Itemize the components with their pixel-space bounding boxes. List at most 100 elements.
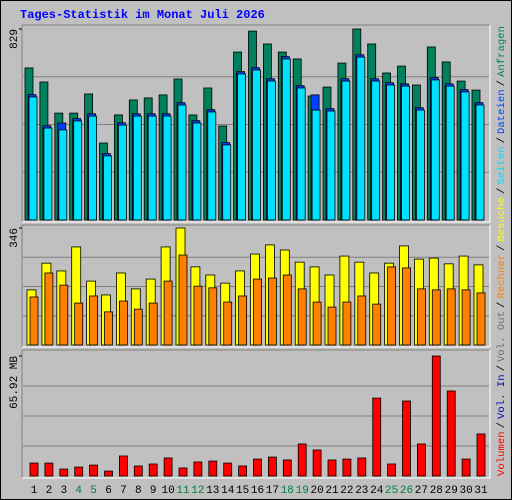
legend-separator: /: [496, 137, 508, 143]
x-tick-label: 4: [75, 485, 82, 497]
x-tick-label: 11: [176, 485, 190, 497]
x-tick-label: 19: [296, 485, 309, 497]
bar: [296, 87, 306, 221]
x-tick-label: 9: [150, 485, 157, 497]
bar: [446, 390, 456, 477]
bar: [89, 295, 98, 346]
bar: [223, 462, 233, 477]
bar: [238, 295, 248, 346]
bar: [267, 456, 277, 477]
legend: Volumen / Vol. In / Vol. Out / Rechner / Besuche…: [496, 26, 508, 476]
bar: [29, 462, 39, 477]
bar: [163, 280, 173, 346]
bar: [476, 433, 486, 477]
bar: [431, 289, 441, 346]
bar: [311, 109, 321, 221]
bar: [297, 288, 307, 346]
legend-item: Vol. Out: [496, 311, 508, 362]
bar: [208, 287, 218, 346]
bar: [118, 124, 127, 221]
bar: [387, 463, 397, 477]
bar: [58, 129, 68, 221]
bar: [238, 465, 248, 477]
bar: [312, 301, 322, 346]
x-tick-label: 28: [430, 485, 443, 497]
bar: [446, 288, 456, 346]
bar: [43, 127, 53, 221]
bar: [281, 58, 291, 221]
bar: [282, 274, 292, 346]
x-tick-label: 16: [251, 485, 264, 497]
bar: [73, 120, 83, 221]
y-tick-label: 346: [9, 228, 21, 248]
x-tick-label: 17: [266, 485, 279, 497]
bar: [371, 80, 381, 221]
legend-separator: /: [496, 365, 508, 371]
bar: [431, 355, 441, 477]
bar: [386, 84, 396, 221]
bar: [148, 302, 158, 346]
bar: [88, 115, 97, 221]
x-tick-label: 20: [310, 485, 323, 497]
bar: [133, 465, 143, 477]
bar: [147, 115, 157, 221]
bar: [341, 80, 351, 221]
legend-separator: /: [496, 80, 508, 86]
bar: [475, 104, 485, 221]
bar: [177, 104, 187, 221]
legend-separator: /: [496, 422, 508, 428]
legend-separator: /: [496, 245, 508, 251]
bar: [237, 73, 247, 221]
bar: [312, 449, 322, 477]
bar: [253, 458, 262, 477]
bar: [252, 69, 261, 221]
bar: [416, 443, 426, 477]
bar: [223, 301, 233, 346]
bar: [415, 109, 425, 221]
bar: [327, 459, 337, 477]
bar: [74, 466, 84, 477]
bar: [178, 467, 188, 477]
x-tick-label: 1: [31, 485, 38, 497]
bar: [356, 56, 366, 221]
bar: [162, 115, 172, 221]
legend-item: Vol. In: [496, 374, 508, 419]
bar: [476, 292, 486, 346]
chart-title: Tages-Statistik im Monat Juli 2026: [20, 8, 265, 22]
y-tick-label: 829: [9, 29, 21, 49]
x-tick-label: 26: [400, 485, 413, 497]
bar: [119, 300, 128, 346]
bar: [282, 459, 292, 477]
x-tick-label: 27: [415, 485, 428, 497]
bar: [192, 122, 202, 221]
bar: [357, 457, 367, 477]
bar: [178, 254, 188, 346]
bar: [29, 296, 39, 346]
bar: [148, 463, 158, 477]
x-tick-label: 29: [445, 485, 458, 497]
bar: [326, 110, 336, 221]
bar: [208, 460, 218, 477]
legend-separator: /: [496, 188, 508, 194]
legend-item: Rechner: [496, 254, 508, 299]
bar: [133, 308, 143, 346]
bar: [461, 458, 471, 477]
bar: [132, 115, 142, 221]
x-tick-label: 3: [60, 485, 67, 497]
legend-item: Dateien: [496, 89, 508, 134]
bar: [430, 79, 440, 221]
bar: [342, 458, 352, 477]
bar: [401, 85, 410, 221]
bar: [193, 285, 203, 346]
bar: [445, 85, 455, 221]
x-tick-label: 24: [370, 485, 384, 497]
x-tick-label: 21: [325, 485, 339, 497]
bar: [44, 272, 54, 346]
x-tick-label: 31: [474, 485, 488, 497]
x-tick-label: 2: [46, 485, 53, 497]
bar: [74, 302, 84, 346]
bar: [59, 468, 69, 477]
bar: [44, 462, 54, 477]
